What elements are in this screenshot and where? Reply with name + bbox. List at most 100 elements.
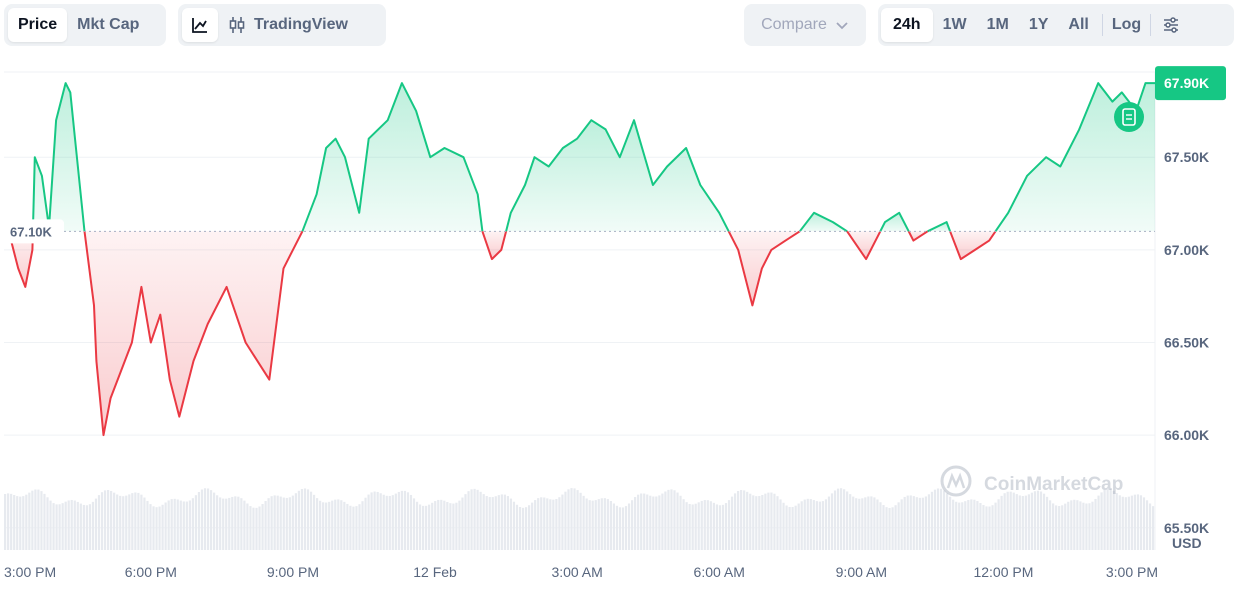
volume-bar <box>634 497 637 550</box>
volume-bar <box>661 493 664 550</box>
volume-bar <box>406 492 410 550</box>
tab-price[interactable]: Price <box>8 8 68 42</box>
y-tick-label: 66.00K <box>1164 427 1209 443</box>
volume-bar <box>939 488 943 550</box>
line-segment-down <box>481 230 508 261</box>
volume-bar <box>476 489 479 550</box>
volume-bar <box>282 497 285 550</box>
volume-bar <box>985 506 988 550</box>
volume-bar <box>306 489 310 550</box>
volume-bar <box>25 494 28 550</box>
volume-bar <box>839 488 843 550</box>
volume-bar <box>255 507 258 550</box>
volume-bar <box>437 499 440 550</box>
volume-bar <box>391 495 394 550</box>
range-1w[interactable]: 1W <box>942 16 967 33</box>
volume-bar <box>431 502 434 550</box>
line-chart-button[interactable] <box>182 8 218 42</box>
volume-bar <box>712 502 715 550</box>
volume-bar <box>28 492 31 550</box>
volume-bar <box>670 489 673 550</box>
volume-bar <box>500 494 503 550</box>
volume-bar <box>540 497 543 550</box>
volume-bar <box>334 499 337 550</box>
volume-bar <box>700 500 703 550</box>
volume-bar <box>612 503 616 550</box>
volume-bar <box>818 501 821 550</box>
volume-bar <box>1006 491 1009 550</box>
volume-bar <box>279 496 282 550</box>
volume-bar <box>79 503 82 550</box>
volume-bar <box>246 503 249 550</box>
log-scale-button[interactable]: Log <box>1111 16 1142 33</box>
line-segment-up <box>927 221 952 233</box>
volume-bar <box>509 498 513 550</box>
volume-bar <box>55 504 58 550</box>
volume-bar <box>140 494 143 550</box>
volume-bar <box>1082 502 1085 550</box>
volume-bar <box>546 498 549 550</box>
volume-bar <box>1091 501 1094 550</box>
range-24h[interactable]: 24h <box>881 8 933 42</box>
volume-bar <box>743 490 746 550</box>
volume-bar <box>167 500 170 550</box>
volume-bar <box>649 495 652 550</box>
volume-bar <box>882 505 885 550</box>
volume-bar <box>64 501 67 550</box>
volume-bar <box>403 490 407 550</box>
volume-bar <box>40 491 43 550</box>
line-segment-up <box>799 211 848 233</box>
volume-bar <box>385 495 388 550</box>
volume-bar <box>891 507 894 550</box>
volume-bar <box>491 497 494 550</box>
volume-bar <box>300 488 304 550</box>
volume-bar <box>137 492 140 550</box>
volume-bar <box>567 489 570 550</box>
volume-bar <box>1070 500 1073 550</box>
note-icon[interactable] <box>1114 102 1144 132</box>
range-1y[interactable]: 1Y <box>1028 16 1049 33</box>
volume-bar <box>352 506 355 550</box>
volume-bar <box>709 501 712 550</box>
x-tick-label: 3:00 PM <box>1106 564 1158 580</box>
volume-bar <box>1130 495 1133 550</box>
volume-bar <box>682 499 685 550</box>
volume-bar <box>364 497 367 550</box>
volume-bar <box>1000 495 1003 550</box>
volume-bar <box>446 501 449 550</box>
volume-bar <box>640 493 643 550</box>
volume-bar <box>600 498 603 550</box>
volume-bar <box>428 504 431 550</box>
volume-bar <box>994 502 997 550</box>
tab-mkt-cap[interactable]: Mkt Cap <box>77 16 140 33</box>
volume-bar <box>331 500 334 550</box>
x-tick-label: 9:00 AM <box>836 564 887 580</box>
volume-bar <box>31 490 34 550</box>
volume-bar <box>146 500 149 550</box>
volume-bar <box>343 501 346 550</box>
volume-bar <box>788 506 791 550</box>
x-tick-label: 12:00 PM <box>973 564 1033 580</box>
volume-bar <box>1042 493 1046 550</box>
volume-bar <box>573 488 576 550</box>
volume-bar <box>1112 490 1115 550</box>
volume-bar <box>879 502 882 550</box>
volume-bar <box>694 503 697 550</box>
volume-bar <box>606 499 609 550</box>
volume-bar <box>173 498 176 550</box>
volume-bar <box>942 490 946 550</box>
x-tick-label: 6:00 AM <box>694 564 745 580</box>
compare-dropdown[interactable]: Compare <box>744 4 866 46</box>
baseline-label-text: 67.10K <box>10 224 53 239</box>
chart-settings-button[interactable] <box>1154 8 1188 42</box>
volume-bar <box>70 499 73 550</box>
tradingview-button[interactable]: TradingView <box>218 8 358 42</box>
volume-bar <box>1094 498 1097 550</box>
range-all[interactable]: All <box>1068 16 1089 33</box>
volume-bar <box>652 496 655 550</box>
range-1m[interactable]: 1M <box>986 16 1009 33</box>
volume-bar <box>1151 506 1155 550</box>
volume-bar <box>1067 501 1070 550</box>
price-chart[interactable]: 65.50K 66.00K 66.50K 67.00K 67.50K USD 3:00 P… <box>0 60 1234 602</box>
volume-bar <box>1121 496 1124 550</box>
